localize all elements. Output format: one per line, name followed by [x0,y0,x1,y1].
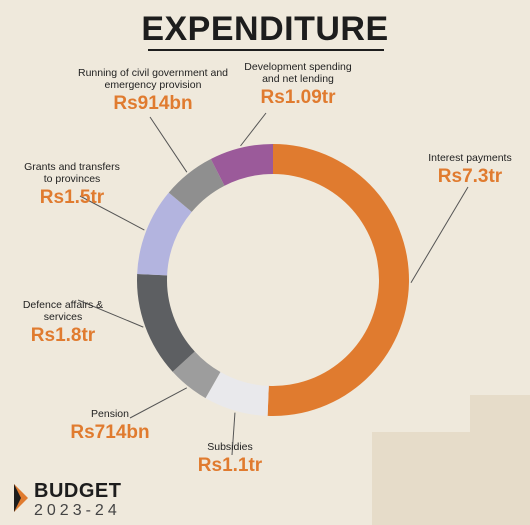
slice-interest-payments [267,144,409,416]
label-pension: Pension Rs714bn [55,408,165,444]
label-value: Rs1.5tr [39,187,105,208]
slice-subsidies [205,372,269,416]
budget-brand: BUDGET 2023-24 [12,480,121,520]
label-name: Pension [91,408,129,420]
slice-running-of-civil-government-and-emergency-provision [168,159,225,212]
label-grants: Grants and transfers to provinces Rs1.5t… [12,161,132,209]
leader-line [231,412,236,456]
leader-line [129,387,188,419]
decorative-shape-2 [470,395,530,435]
label-name: Grants and transfers to provinces [24,161,120,185]
label-value: Rs1.1tr [197,455,263,476]
label-name: Development spending and net lending [244,61,352,85]
label-civil-government: Running of civil government and emergenc… [58,67,248,115]
label-development: Development spending and net lending Rs1… [228,61,368,109]
label-subsidies: Subsidies Rs1.1tr [180,441,280,477]
decorative-shape [372,432,530,525]
label-value: Rs714bn [70,422,150,443]
leader-line [77,299,144,328]
slice-development-spending-and-net-lending [210,144,273,186]
label-value: Rs1.8tr [30,325,96,346]
label-interest: Interest payments Rs7.3tr [410,152,530,188]
brand-title: BUDGET [34,480,122,502]
label-name: Subsidies [207,441,253,453]
slice-defence-affairs-services [137,274,195,372]
chart-title: EXPENDITURE [141,10,389,48]
leader-line [240,112,267,147]
brand-icon [14,484,28,512]
leader-line [79,195,145,231]
label-name: Running of civil government and emergenc… [78,67,229,91]
label-defence: Defence affairs & services Rs1.8tr [8,299,118,347]
label-name: Interest payments [428,152,512,164]
label-name: Defence affairs & services [22,299,104,323]
slice-pension [172,351,221,399]
title-underline [148,49,384,51]
label-value: Rs1.09tr [260,87,336,108]
label-value: Rs7.3tr [437,166,503,187]
label-value: Rs914bn [113,93,193,114]
leader-line [149,116,188,173]
leader-line [410,186,469,283]
brand-year: 2023-24 [34,502,121,519]
slice-grants-and-transfers-to-provinces [137,192,192,276]
